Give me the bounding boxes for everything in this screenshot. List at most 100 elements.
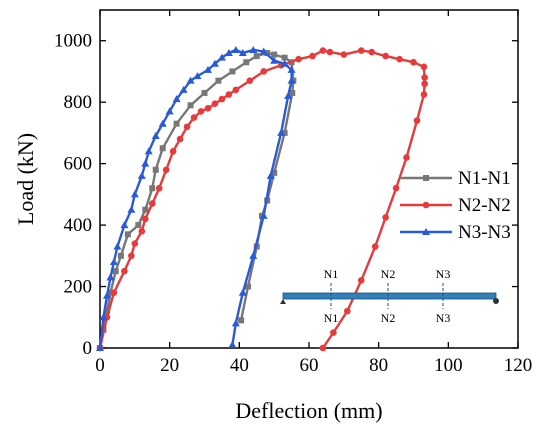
data-point [403,154,410,161]
data-point [357,277,365,284]
data-point [117,252,124,259]
data-point [187,102,194,109]
data-point [149,185,156,192]
y-tick-label: 200 [64,277,93,298]
data-point [271,169,278,176]
data-point [421,74,428,81]
x-axis-title: Deflection (mm) [235,398,382,423]
beam-label-top: N2 [381,267,396,281]
data-point [413,117,421,124]
data-point [165,107,174,115]
data-point [309,52,316,60]
data-point [113,242,122,250]
data-point [225,91,233,98]
data-point [396,55,403,63]
data-point [217,53,226,61]
x-tick-label: 100 [434,355,463,376]
data-point [280,59,289,67]
series-layer [96,45,428,352]
data-point [158,119,167,127]
data-point [128,252,135,260]
data-point [218,95,226,103]
data-point [169,148,177,155]
data-point [245,283,252,290]
data-point [110,289,118,296]
data-point [420,63,428,71]
data-point [243,59,250,66]
data-point [107,289,114,296]
series-n3-n3 [96,45,296,351]
data-point [231,45,240,53]
data-point [127,205,136,213]
x-tick-label: 0 [95,355,105,376]
legend-marker [423,175,429,181]
data-point [238,49,247,57]
data-point [277,128,286,136]
data-point [284,92,293,100]
data-point [211,100,219,108]
data-point [109,257,118,265]
data-point [193,72,202,80]
data-point [162,166,170,174]
y-tick-label: 0 [83,338,93,359]
data-point [203,65,212,73]
data-point [326,48,334,56]
data-point [135,222,142,229]
data-point [382,52,389,60]
data-point [137,171,146,179]
data-point [410,58,417,66]
data-point [138,227,146,235]
legend-label: N3-N3 [458,222,511,243]
data-point [186,76,195,84]
data-point [420,91,428,98]
axes-layer: 0 20 40 60 80 100 120 0 200 400 600 800 1000 [54,9,532,376]
y-tick-label: 400 [64,215,93,236]
legend-marker [422,228,430,235]
data-point [344,307,351,315]
data-point [151,131,160,139]
legend-label: N1-N1 [458,168,511,189]
data-point [287,65,296,73]
beam-label-top: N1 [324,267,339,281]
data-point [121,267,128,275]
data-point [197,108,205,115]
data-point [141,215,149,223]
data-point [141,159,150,167]
data-point [144,147,153,155]
data-point [155,184,163,192]
beam-label-bottom: N1 [324,311,339,325]
data-point [204,105,212,112]
series-line [98,48,293,349]
data-point [215,77,222,84]
data-point [103,308,110,315]
data-point [260,68,268,75]
data-point [173,120,180,127]
data-point [270,56,279,64]
data-point [228,340,237,348]
data-point [131,240,139,247]
data-point [238,317,245,324]
data-point [231,319,240,327]
data-point [190,114,198,121]
legend: N1-N1 N2-N2 N3-N3 [400,168,511,243]
data-point [295,55,302,63]
data-point [229,68,236,75]
data-point [183,123,191,131]
data-point [232,86,240,94]
data-point [176,135,184,143]
data-point [289,89,296,96]
series-n2-n2 [96,47,428,352]
legend-label: N2-N2 [458,195,511,216]
data-point [179,85,188,93]
x-tick-label: 80 [369,355,388,376]
data-point [120,221,129,229]
data-point [271,51,278,58]
data-point [238,288,247,296]
data-point [106,273,115,281]
data-point [253,53,260,60]
data-point [319,344,327,352]
data-point [148,200,156,207]
beam-support-right [493,298,499,304]
data-point [124,231,131,238]
beam-label-top: N3 [436,267,451,281]
